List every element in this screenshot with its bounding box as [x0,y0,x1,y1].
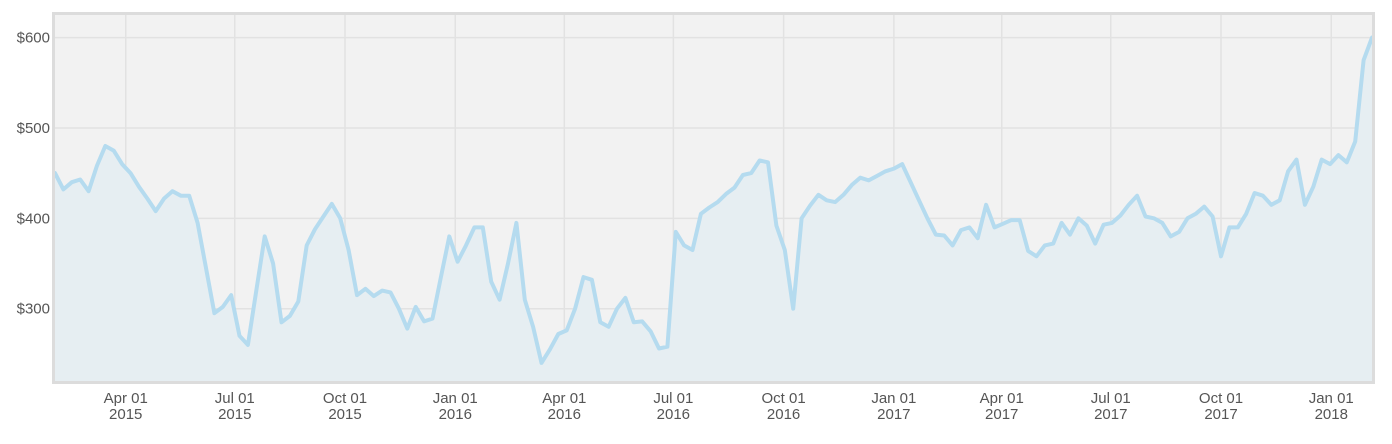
x-tick-label: Jul 01 2016 [653,390,693,423]
x-tick-label: Jul 01 2017 [1091,390,1131,423]
x-tick-label: Oct 01 2017 [1199,390,1243,423]
y-tick-label: $600 [17,30,50,47]
y-tick-label: $400 [17,210,50,227]
y-tick-label: $500 [17,120,50,137]
x-tick-label: Apr 01 2016 [542,390,586,423]
x-tick-label: Jan 01 2017 [871,390,916,423]
x-tick-label: Apr 01 2015 [104,390,148,423]
x-tick-label: Jan 01 2016 [433,390,478,423]
x-tick-label: Oct 01 2015 [323,390,367,423]
x-tick-label: Apr 01 2017 [980,390,1024,423]
x-tick-label: Jan 01 2018 [1309,390,1354,423]
plot-layer [55,35,1372,381]
x-tick-label: Oct 01 2016 [762,390,806,423]
x-tick-label: Jul 01 2015 [215,390,255,423]
area-fill [55,37,1372,381]
y-tick-label: $300 [17,301,50,318]
plot-border [52,12,1375,384]
price-line [55,35,1372,365]
